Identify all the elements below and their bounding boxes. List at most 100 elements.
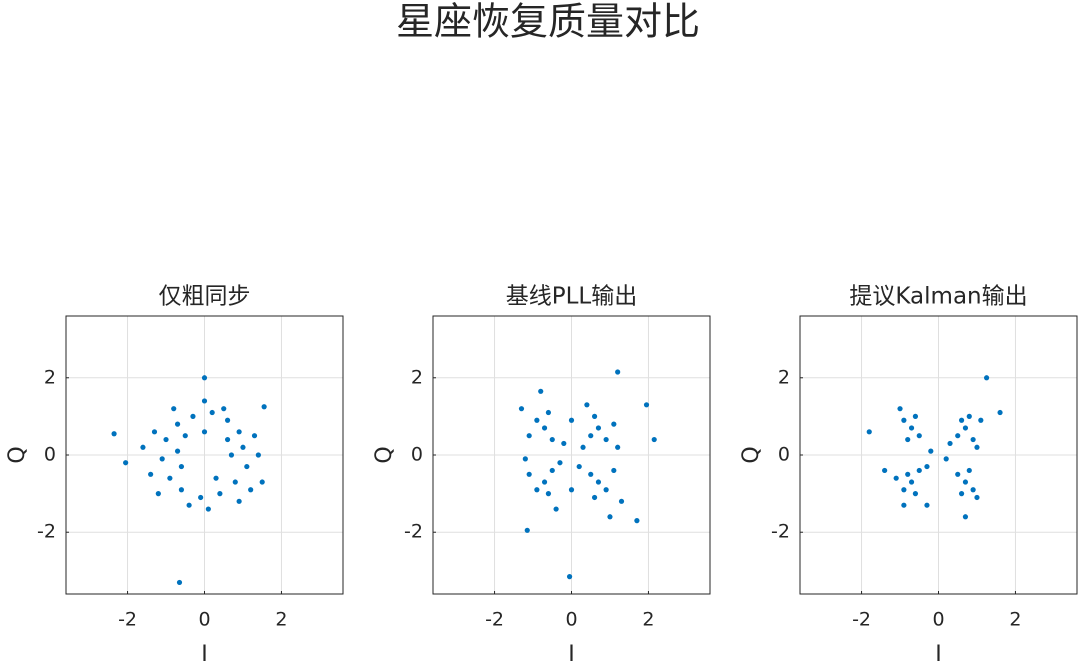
x-tick-label: 0 [565,609,577,631]
y-tick-label: 2 [411,366,423,388]
point [897,406,903,412]
point [123,460,129,466]
y-tick-label: 0 [778,444,790,466]
point [615,369,621,375]
point [526,471,532,477]
point [882,467,888,474]
point [549,436,555,443]
point [651,436,657,443]
point [901,417,907,423]
point [178,463,185,470]
y-axis-label: Q [739,446,764,463]
y-axis-label: Q [5,446,30,463]
x-axis-label: I [201,642,208,666]
point [549,467,555,474]
point [524,527,530,533]
point [618,498,625,504]
point [591,494,598,501]
point [259,479,265,485]
point [151,429,158,435]
point [213,475,219,481]
point [557,460,563,466]
point [561,440,567,447]
point [908,425,915,431]
point [251,433,258,439]
subplot-title: 基线PLL输出 [506,284,638,310]
point [983,375,990,381]
x-tick-label: 2 [275,609,287,631]
point [611,467,617,474]
point [966,413,972,419]
point [634,518,640,524]
point [522,456,528,462]
point [224,436,231,443]
point [190,413,196,419]
y-tick-label: 2 [44,366,56,388]
x-tick-label: -2 [118,609,137,631]
point [545,409,552,416]
y-tick-label: 0 [44,444,56,466]
point [111,431,117,437]
point [962,479,969,485]
point [171,406,177,412]
point [611,421,617,427]
point [255,452,261,458]
x-tick-label: 0 [198,609,210,631]
point [962,425,969,431]
point [538,388,544,394]
point [912,413,919,419]
point [943,456,949,462]
point [978,417,984,423]
point [155,491,161,497]
y-tick-label: 2 [778,366,790,388]
point [236,429,242,435]
y-axis-label: Q [372,446,397,463]
point [962,514,969,520]
point [576,463,582,470]
point [584,402,590,408]
point [901,487,907,493]
point [167,475,173,481]
axes-box [65,315,344,595]
point [603,487,609,493]
point [568,487,575,493]
x-tick-label: 2 [1009,609,1021,631]
y-tick-label: -2 [37,521,56,543]
point [240,444,246,450]
point [955,471,961,477]
point [201,375,208,381]
point [217,491,223,497]
point [997,409,1003,416]
point [534,487,540,493]
point [615,444,621,450]
point [595,425,602,431]
point [912,491,919,497]
x-tick-label: -2 [485,609,504,631]
point [545,491,552,497]
point [541,479,548,485]
point [244,463,250,470]
point [974,444,980,450]
x-tick-label: -2 [852,609,871,631]
point [607,514,613,520]
point [908,479,915,485]
point [591,413,598,419]
point [905,436,911,443]
point [159,456,165,462]
point [174,448,181,454]
point [643,402,650,408]
point [209,409,215,416]
point [553,506,559,512]
point [518,406,525,412]
point [261,404,267,410]
point [198,494,204,501]
point [970,487,976,493]
point [588,471,594,477]
point [966,467,972,474]
point [916,433,922,439]
point [248,487,254,493]
axes-box [432,315,711,595]
